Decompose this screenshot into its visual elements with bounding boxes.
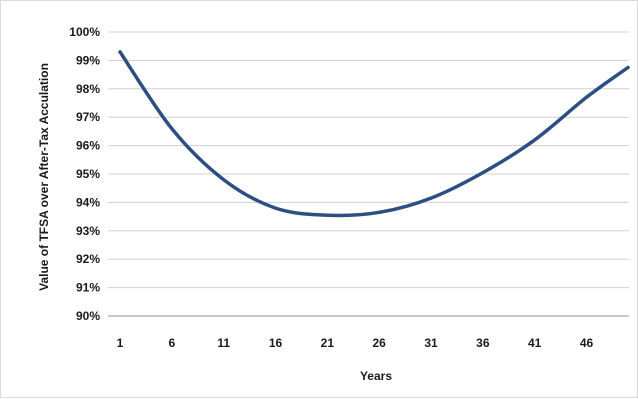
y-tick-label: 91% [76,281,100,295]
x-tick-label: 36 [476,336,490,350]
y-tick-label: 90% [76,309,100,323]
gridlines [108,31,629,317]
x-axis-title: Years [360,369,392,383]
x-tick-label: 31 [424,336,438,350]
y-tick-label: 100% [69,25,100,39]
y-tick-label: 96% [76,139,100,153]
y-tick-label: 94% [76,195,100,209]
x-tick-label: 41 [528,336,542,350]
x-tick-label: 11 [217,336,230,350]
x-tick-label: 1 [117,336,124,350]
y-tick-label: 92% [76,252,100,266]
y-tick-label: 95% [76,167,100,181]
y-axis-title: Value of TFSA over After-Tax Acculation [37,63,51,291]
x-tick-label: 16 [269,336,283,350]
y-tick-label: 97% [76,110,100,124]
series-line [118,50,630,218]
x-tick-label: 26 [373,336,387,350]
y-tick-label: 98% [76,82,100,96]
series-layer [118,50,630,218]
y-tick-label: 99% [76,53,100,67]
y-axis-ticks: 90% 91% 92% 93% 94% 95% 96% 97% 98% 99% 100% [69,25,100,323]
x-tick-label: 46 [580,336,594,350]
y-tick-label: 93% [76,224,100,238]
x-axis-ticks: 1 6 11 16 21 26 31 36 41 46 [117,336,594,350]
x-tick-label: 21 [321,336,335,350]
x-tick-label: 6 [168,336,175,350]
